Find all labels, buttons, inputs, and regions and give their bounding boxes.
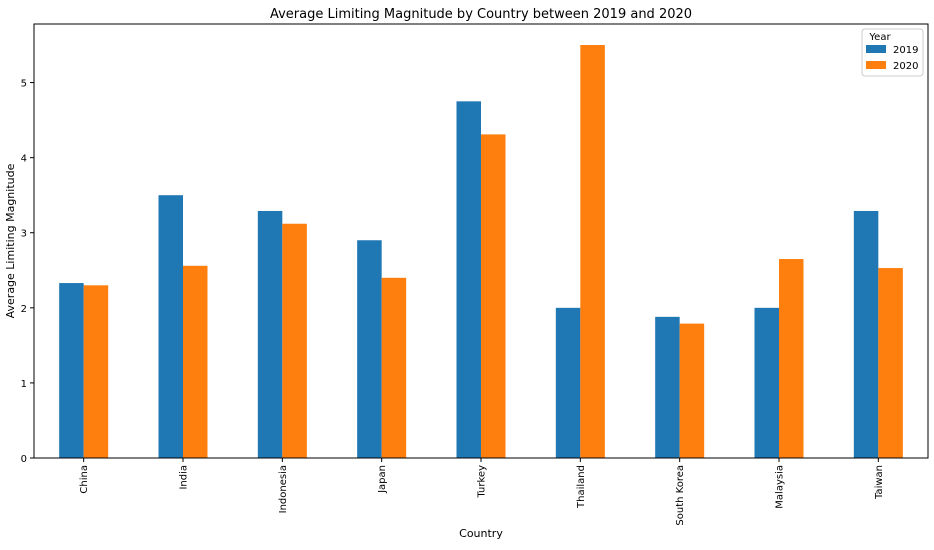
- legend-title: Year: [868, 32, 891, 43]
- y-tick-label: 5: [21, 79, 27, 90]
- bar-india-2019: [158, 195, 183, 458]
- legend-swatch-2019: [866, 45, 886, 53]
- y-tick-label: 3: [21, 229, 27, 240]
- bar-malaysia-2019: [754, 307, 779, 458]
- x-axis: China India Indonesia Japan Turkey Thailand So…: [79, 458, 885, 526]
- y-tick-label: 2: [21, 304, 27, 315]
- bar-china-2019: [59, 283, 84, 458]
- legend: Year 2019 2020: [861, 28, 924, 77]
- y-axis-label: Average Limiting Magnitude: [4, 163, 17, 318]
- bar-japan-2019: [357, 240, 382, 458]
- bar-malaysia-2020: [779, 259, 804, 458]
- x-tick-label-indonesia: Indonesia: [278, 465, 289, 513]
- x-tick-label-taiwan: Taiwan: [874, 465, 885, 500]
- bar-south-korea-2019: [655, 316, 680, 458]
- bar-thailand-2020: [580, 45, 605, 459]
- bar-india-2020: [183, 265, 208, 458]
- x-tick-label-india: India: [179, 465, 190, 490]
- legend-label-2019: 2019: [893, 45, 918, 56]
- x-tick-label-south-korea: South Korea: [675, 465, 686, 526]
- y-tick-label: 1: [21, 379, 27, 390]
- x-axis-label: Country: [459, 527, 503, 540]
- bar-china-2020: [83, 285, 109, 458]
- legend-swatch-2020: [866, 61, 886, 69]
- bar-indonesia-2019: [257, 210, 283, 458]
- bar-japan-2020: [381, 277, 407, 458]
- bars-layer: [59, 45, 903, 459]
- bar-turkey-2019: [456, 101, 481, 458]
- y-tick-label: 0: [21, 454, 27, 465]
- bar-thailand-2019: [555, 307, 581, 458]
- chart-title: Average Limiting Magnitude by Country be…: [270, 7, 692, 22]
- legend-label-2020: 2020: [893, 61, 918, 72]
- x-tick-label-turkey: Turkey: [477, 465, 488, 499]
- bar-taiwan-2020: [878, 268, 903, 458]
- x-tick-label-malaysia: Malaysia: [775, 465, 786, 509]
- legend-entries: 2019 2020: [866, 45, 918, 72]
- bar-south-korea-2020: [679, 323, 705, 458]
- x-tick-label-china: China: [79, 465, 90, 494]
- x-tick-label-japan: Japan: [377, 465, 388, 494]
- bar-turkey-2020: [481, 134, 506, 458]
- bar-taiwan-2019: [853, 210, 879, 458]
- y-tick-label: 4: [21, 154, 27, 165]
- x-tick-label-thailand: Thailand: [576, 465, 587, 509]
- bar-indonesia-2020: [282, 223, 307, 458]
- y-axis: 0 1 2 3 4 5: [21, 79, 34, 465]
